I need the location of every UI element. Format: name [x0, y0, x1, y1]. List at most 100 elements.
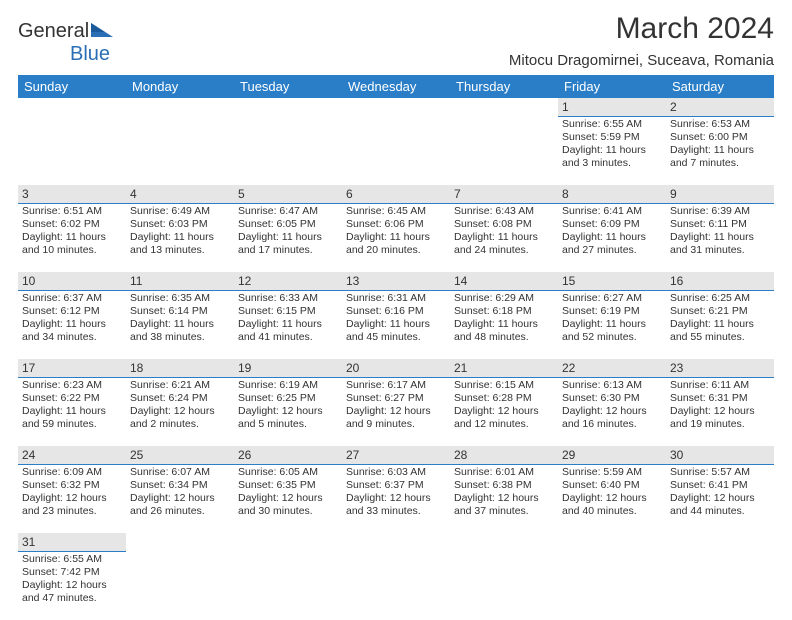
day-detail-line: Daylight: 11 hours	[670, 144, 770, 157]
day-detail-line: Sunrise: 6:17 AM	[346, 379, 446, 392]
day-detail-line: Sunrise: 6:47 AM	[238, 205, 338, 218]
day-detail-cell: Sunrise: 6:13 AMSunset: 6:30 PMDaylight:…	[558, 378, 666, 447]
day-detail-cell: Sunrise: 6:05 AMSunset: 6:35 PMDaylight:…	[234, 465, 342, 534]
day-detail-line: Sunrise: 5:59 AM	[562, 466, 662, 479]
day-detail-line: Sunrise: 6:35 AM	[130, 292, 230, 305]
day-detail-line: Sunset: 6:05 PM	[238, 218, 338, 231]
day-number-row: 17181920212223	[18, 359, 774, 378]
day-number-cell: 13	[342, 272, 450, 291]
weekday-header-row: SundayMondayTuesdayWednesdayThursdayFrid…	[18, 75, 774, 98]
day-detail-line: and 59 minutes.	[22, 418, 122, 431]
day-detail-line: and 20 minutes.	[346, 244, 446, 257]
day-detail-row: Sunrise: 6:55 AMSunset: 7:42 PMDaylight:…	[18, 552, 774, 620]
day-number-cell	[234, 533, 342, 552]
day-detail-line: and 40 minutes.	[562, 505, 662, 518]
day-detail-cell: Sunrise: 6:33 AMSunset: 6:15 PMDaylight:…	[234, 291, 342, 360]
day-detail-cell: Sunrise: 6:49 AMSunset: 6:03 PMDaylight:…	[126, 204, 234, 273]
day-number-cell	[234, 98, 342, 117]
day-number-cell: 7	[450, 185, 558, 204]
day-detail-row: Sunrise: 6:23 AMSunset: 6:22 PMDaylight:…	[18, 378, 774, 447]
weekday-header: Sunday	[18, 75, 126, 98]
day-detail-line: Sunset: 6:30 PM	[562, 392, 662, 405]
day-number-cell: 11	[126, 272, 234, 291]
day-detail-cell: Sunrise: 6:51 AMSunset: 6:02 PMDaylight:…	[18, 204, 126, 273]
day-detail-line: Sunrise: 6:25 AM	[670, 292, 770, 305]
day-detail-line: Daylight: 11 hours	[238, 231, 338, 244]
day-number-cell: 17	[18, 359, 126, 378]
day-detail-line: Sunrise: 6:19 AM	[238, 379, 338, 392]
day-number-cell	[342, 98, 450, 117]
day-number-cell: 28	[450, 446, 558, 465]
day-detail-line: and 7 minutes.	[670, 157, 770, 170]
day-detail-cell	[558, 552, 666, 620]
day-detail-line: Sunrise: 6:33 AM	[238, 292, 338, 305]
day-number-cell: 21	[450, 359, 558, 378]
day-detail-line: Sunset: 6:27 PM	[346, 392, 446, 405]
day-detail-line: Sunset: 6:16 PM	[346, 305, 446, 318]
day-detail-line: Sunrise: 6:53 AM	[670, 118, 770, 131]
day-detail-line: and 16 minutes.	[562, 418, 662, 431]
day-detail-line: Sunset: 6:28 PM	[454, 392, 554, 405]
day-detail-cell: Sunrise: 6:15 AMSunset: 6:28 PMDaylight:…	[450, 378, 558, 447]
day-detail-line: Daylight: 11 hours	[562, 318, 662, 331]
day-number-row: 3456789	[18, 185, 774, 204]
day-detail-cell: Sunrise: 5:59 AMSunset: 6:40 PMDaylight:…	[558, 465, 666, 534]
day-detail-cell: Sunrise: 6:01 AMSunset: 6:38 PMDaylight:…	[450, 465, 558, 534]
day-detail-cell: Sunrise: 6:17 AMSunset: 6:27 PMDaylight:…	[342, 378, 450, 447]
day-detail-row: Sunrise: 6:37 AMSunset: 6:12 PMDaylight:…	[18, 291, 774, 360]
day-detail-line: Sunrise: 6:09 AM	[22, 466, 122, 479]
day-number-cell: 15	[558, 272, 666, 291]
day-detail-row: Sunrise: 6:55 AMSunset: 5:59 PMDaylight:…	[18, 117, 774, 186]
day-detail-line: Sunrise: 6:39 AM	[670, 205, 770, 218]
day-detail-cell: Sunrise: 6:41 AMSunset: 6:09 PMDaylight:…	[558, 204, 666, 273]
title-block: March 2024 Mitocu Dragomirnei, Suceava, …	[509, 12, 774, 69]
day-detail-cell	[666, 552, 774, 620]
day-number-cell: 29	[558, 446, 666, 465]
day-number-cell	[450, 533, 558, 552]
weekday-header: Thursday	[450, 75, 558, 98]
month-title: March 2024	[509, 12, 774, 46]
day-detail-line: Daylight: 12 hours	[130, 492, 230, 505]
day-number-cell	[126, 533, 234, 552]
day-detail-line: and 44 minutes.	[670, 505, 770, 518]
day-number-cell: 2	[666, 98, 774, 117]
logo-text: General Blue	[18, 20, 113, 66]
logo-word-2: Blue	[70, 43, 110, 65]
day-number-cell: 22	[558, 359, 666, 378]
day-detail-line: Sunset: 6:24 PM	[130, 392, 230, 405]
day-detail-line: Sunrise: 6:05 AM	[238, 466, 338, 479]
day-detail-line: and 26 minutes.	[130, 505, 230, 518]
day-number-cell: 6	[342, 185, 450, 204]
calendar-table: SundayMondayTuesdayWednesdayThursdayFrid…	[18, 75, 774, 620]
day-detail-line: and 45 minutes.	[346, 331, 446, 344]
day-detail-cell	[126, 552, 234, 620]
day-detail-line: and 5 minutes.	[238, 418, 338, 431]
day-detail-line: Daylight: 12 hours	[238, 492, 338, 505]
day-detail-line: Sunrise: 6:13 AM	[562, 379, 662, 392]
day-number-cell: 8	[558, 185, 666, 204]
day-detail-line: Sunset: 6:41 PM	[670, 479, 770, 492]
day-detail-line: Sunset: 6:31 PM	[670, 392, 770, 405]
day-detail-cell	[450, 552, 558, 620]
day-number-row: 12	[18, 98, 774, 117]
day-detail-line: and 38 minutes.	[130, 331, 230, 344]
day-detail-line: and 52 minutes.	[562, 331, 662, 344]
day-number-cell: 4	[126, 185, 234, 204]
day-detail-line: Sunset: 6:32 PM	[22, 479, 122, 492]
day-detail-line: Daylight: 11 hours	[130, 231, 230, 244]
day-number-cell	[450, 98, 558, 117]
day-detail-line: Sunset: 6:35 PM	[238, 479, 338, 492]
day-detail-line: Sunset: 6:02 PM	[22, 218, 122, 231]
day-detail-line: Sunrise: 6:21 AM	[130, 379, 230, 392]
day-number-cell: 14	[450, 272, 558, 291]
day-detail-cell: Sunrise: 6:19 AMSunset: 6:25 PMDaylight:…	[234, 378, 342, 447]
day-detail-line: Sunset: 6:03 PM	[130, 218, 230, 231]
logo: General Blue	[18, 20, 113, 66]
day-number-row: 31	[18, 533, 774, 552]
day-number-cell	[342, 533, 450, 552]
day-detail-line: Daylight: 12 hours	[670, 492, 770, 505]
day-detail-line: and 23 minutes.	[22, 505, 122, 518]
day-detail-line: Daylight: 12 hours	[562, 492, 662, 505]
day-detail-cell: Sunrise: 5:57 AMSunset: 6:41 PMDaylight:…	[666, 465, 774, 534]
flag-icon	[91, 20, 113, 43]
